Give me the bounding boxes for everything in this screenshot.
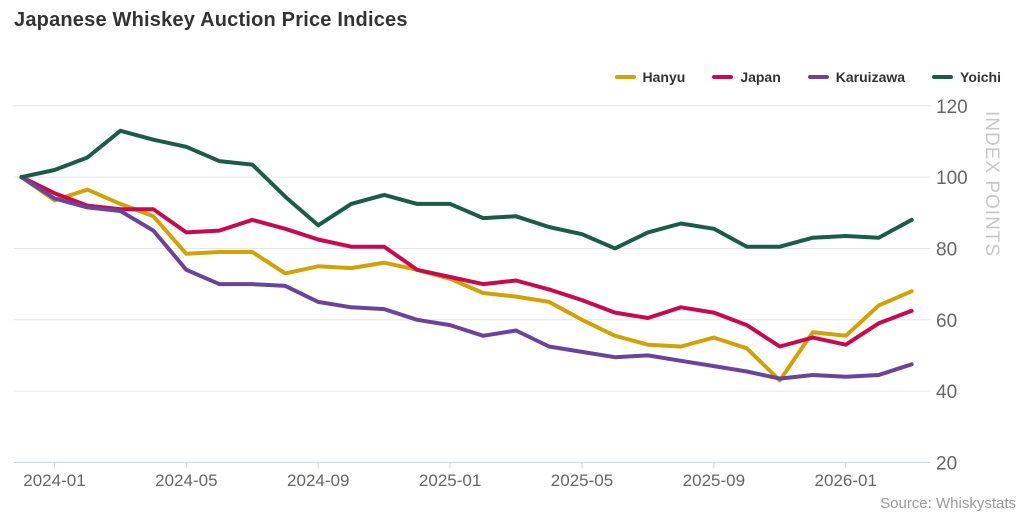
legend-item-karuizawa[interactable]: Karuizawa (807, 69, 906, 85)
x-tick-label: 2024-01 (23, 471, 85, 490)
legend-label-japan: Japan (740, 69, 781, 85)
legend: Hanyu Japan Karuizawa Yoichi (614, 69, 1001, 85)
series-line-hanyu[interactable] (19, 175, 914, 383)
legend-swatch-hanyu (614, 75, 636, 79)
y-tick-label: 120 (936, 97, 968, 118)
series-line-yoichi[interactable] (19, 128, 914, 251)
legend-label-hanyu: Hanyu (642, 69, 686, 85)
x-tick-label: 2025-05 (551, 471, 613, 490)
x-tick-label: 2025-01 (419, 471, 481, 490)
y-axis-title: INDEX POINTS (981, 111, 1002, 258)
x-tick-label: 2026-01 (815, 471, 877, 490)
series-line-japan[interactable] (19, 175, 914, 349)
chart-title: Japanese Whiskey Auction Price Indices (14, 9, 408, 31)
source-credit: Source: Whiskystats (880, 495, 1016, 512)
y-tick-label: 80 (936, 239, 957, 260)
legend-label-karuizawa: Karuizawa (835, 69, 906, 85)
series-line-karuizawa[interactable] (19, 175, 914, 381)
y-tick-label: 20 (936, 453, 957, 474)
y-tick-label: 40 (936, 382, 957, 403)
y-tick-label: 60 (936, 311, 957, 332)
legend-swatch-yoichi (932, 75, 954, 79)
legend-item-yoichi[interactable]: Yoichi (932, 69, 1001, 85)
x-tick-label: 2024-09 (287, 471, 349, 490)
legend-item-hanyu[interactable]: Hanyu (614, 69, 686, 85)
legend-swatch-japan (712, 75, 734, 79)
x-tick-label: 2025-09 (683, 471, 745, 490)
legend-item-japan[interactable]: Japan (712, 69, 781, 85)
x-tick-label: 2024-05 (155, 471, 217, 490)
legend-swatch-karuizawa (807, 75, 829, 79)
y-tick-label: 100 (936, 168, 968, 189)
legend-label-yoichi: Yoichi (960, 69, 1001, 85)
